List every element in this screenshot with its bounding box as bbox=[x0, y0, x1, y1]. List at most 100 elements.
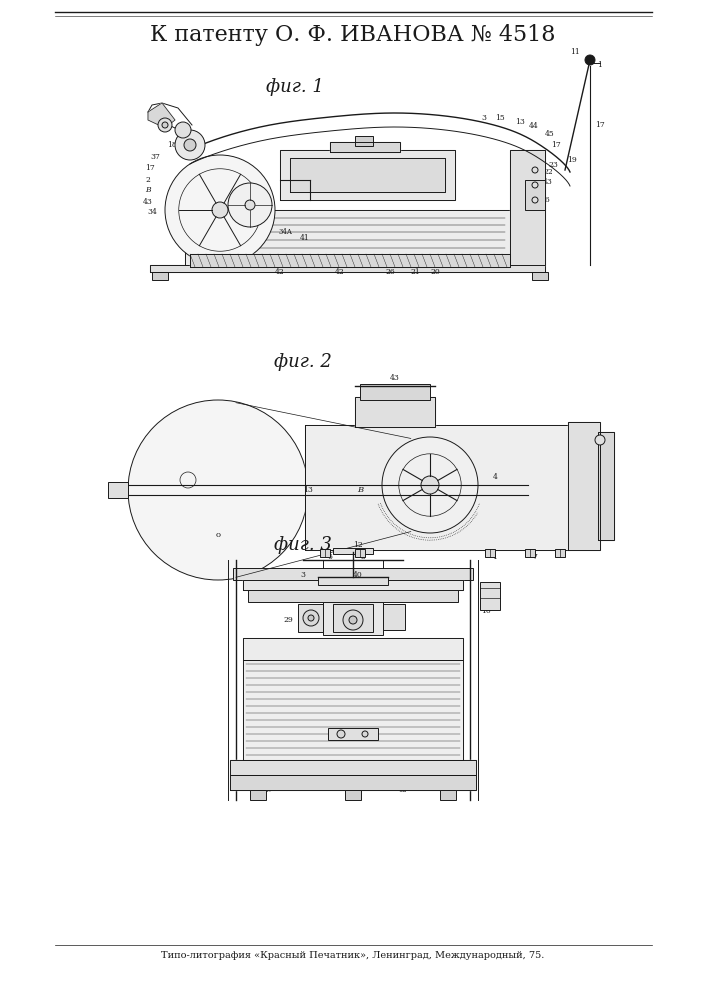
Text: 10: 10 bbox=[481, 607, 491, 615]
Text: 43: 43 bbox=[605, 436, 615, 444]
Bar bbox=[248, 590, 458, 602]
Bar bbox=[250, 790, 266, 800]
Polygon shape bbox=[243, 660, 463, 760]
Bar bbox=[323, 602, 383, 635]
Circle shape bbox=[532, 167, 538, 173]
Text: 44: 44 bbox=[529, 122, 539, 130]
Text: 2: 2 bbox=[146, 176, 151, 184]
Polygon shape bbox=[280, 150, 455, 200]
Circle shape bbox=[128, 400, 308, 580]
Text: 41: 41 bbox=[300, 234, 310, 242]
Polygon shape bbox=[598, 432, 614, 540]
Text: 43: 43 bbox=[143, 198, 153, 206]
Text: 26: 26 bbox=[540, 196, 550, 204]
Circle shape bbox=[532, 182, 538, 188]
Polygon shape bbox=[243, 638, 463, 660]
Text: 1: 1 bbox=[597, 61, 602, 69]
Circle shape bbox=[595, 435, 605, 445]
Text: 33: 33 bbox=[340, 148, 350, 156]
Text: 31: 31 bbox=[180, 134, 190, 142]
Circle shape bbox=[175, 122, 191, 138]
Bar bbox=[320, 549, 330, 557]
Circle shape bbox=[343, 610, 363, 630]
Text: 11: 11 bbox=[570, 48, 580, 56]
Polygon shape bbox=[190, 254, 510, 267]
Text: 23: 23 bbox=[548, 161, 558, 169]
Text: 42: 42 bbox=[398, 786, 408, 794]
Text: 43: 43 bbox=[390, 374, 400, 382]
Bar bbox=[355, 549, 365, 557]
Text: 34A: 34A bbox=[278, 228, 292, 236]
Circle shape bbox=[349, 616, 357, 624]
Bar bbox=[298, 604, 323, 632]
Bar bbox=[485, 549, 495, 557]
Text: 15: 15 bbox=[495, 114, 505, 122]
Circle shape bbox=[212, 202, 228, 218]
Polygon shape bbox=[230, 760, 476, 775]
Bar bbox=[532, 272, 548, 280]
Bar bbox=[233, 568, 473, 580]
Text: 43: 43 bbox=[543, 178, 553, 186]
Circle shape bbox=[162, 122, 168, 128]
Text: К патенту О. Ф. ИВАНОВА № 4518: К патенту О. Ф. ИВАНОВА № 4518 bbox=[151, 24, 556, 46]
Text: 3: 3 bbox=[300, 571, 305, 579]
Circle shape bbox=[175, 130, 205, 160]
Bar bbox=[555, 549, 565, 557]
Text: 30: 30 bbox=[303, 616, 312, 624]
Polygon shape bbox=[568, 422, 600, 550]
Polygon shape bbox=[355, 397, 435, 427]
Bar bbox=[333, 604, 373, 632]
Polygon shape bbox=[148, 103, 175, 128]
Text: B: B bbox=[145, 186, 151, 194]
Polygon shape bbox=[185, 210, 510, 265]
Text: 18: 18 bbox=[167, 141, 177, 149]
Text: 13: 13 bbox=[303, 486, 313, 494]
Polygon shape bbox=[150, 265, 545, 272]
Polygon shape bbox=[510, 150, 545, 265]
Text: 42: 42 bbox=[275, 268, 285, 276]
Bar bbox=[525, 549, 535, 557]
Bar bbox=[440, 790, 456, 800]
Text: 8: 8 bbox=[484, 591, 489, 599]
Bar bbox=[328, 728, 378, 740]
Text: 4: 4 bbox=[493, 473, 498, 481]
Text: B: B bbox=[357, 486, 363, 494]
Polygon shape bbox=[330, 142, 400, 152]
Circle shape bbox=[184, 139, 196, 151]
Bar bbox=[318, 577, 388, 585]
Bar bbox=[480, 582, 500, 610]
Text: 16: 16 bbox=[158, 124, 168, 132]
Text: 22: 22 bbox=[543, 168, 553, 176]
Text: B: B bbox=[365, 621, 371, 629]
Bar bbox=[355, 136, 373, 146]
Text: 37: 37 bbox=[150, 153, 160, 161]
Circle shape bbox=[337, 730, 345, 738]
Text: 6: 6 bbox=[327, 553, 332, 561]
Bar bbox=[333, 548, 373, 554]
Text: o: o bbox=[216, 531, 221, 539]
Circle shape bbox=[228, 183, 272, 227]
Polygon shape bbox=[230, 775, 476, 790]
Text: 25: 25 bbox=[348, 786, 358, 794]
Text: 42: 42 bbox=[335, 268, 345, 276]
Text: 19: 19 bbox=[567, 156, 577, 164]
Text: 45: 45 bbox=[545, 130, 555, 138]
Text: фиг. 3: фиг. 3 bbox=[274, 536, 332, 554]
Text: 29: 29 bbox=[283, 616, 293, 624]
Text: 34: 34 bbox=[147, 208, 157, 216]
Text: 36: 36 bbox=[360, 141, 370, 149]
Circle shape bbox=[165, 155, 275, 265]
Circle shape bbox=[158, 118, 172, 132]
Circle shape bbox=[421, 476, 439, 494]
Text: 21: 21 bbox=[410, 268, 420, 276]
Text: 18: 18 bbox=[240, 214, 250, 222]
Text: 17: 17 bbox=[595, 121, 605, 129]
Text: 12: 12 bbox=[353, 541, 363, 549]
Text: фиг. 1: фиг. 1 bbox=[266, 78, 324, 96]
Text: 31: 31 bbox=[393, 606, 403, 614]
Text: 3: 3 bbox=[481, 114, 486, 122]
Circle shape bbox=[585, 55, 595, 65]
Text: 6: 6 bbox=[233, 201, 238, 209]
Bar bbox=[525, 180, 545, 210]
Circle shape bbox=[245, 200, 255, 210]
